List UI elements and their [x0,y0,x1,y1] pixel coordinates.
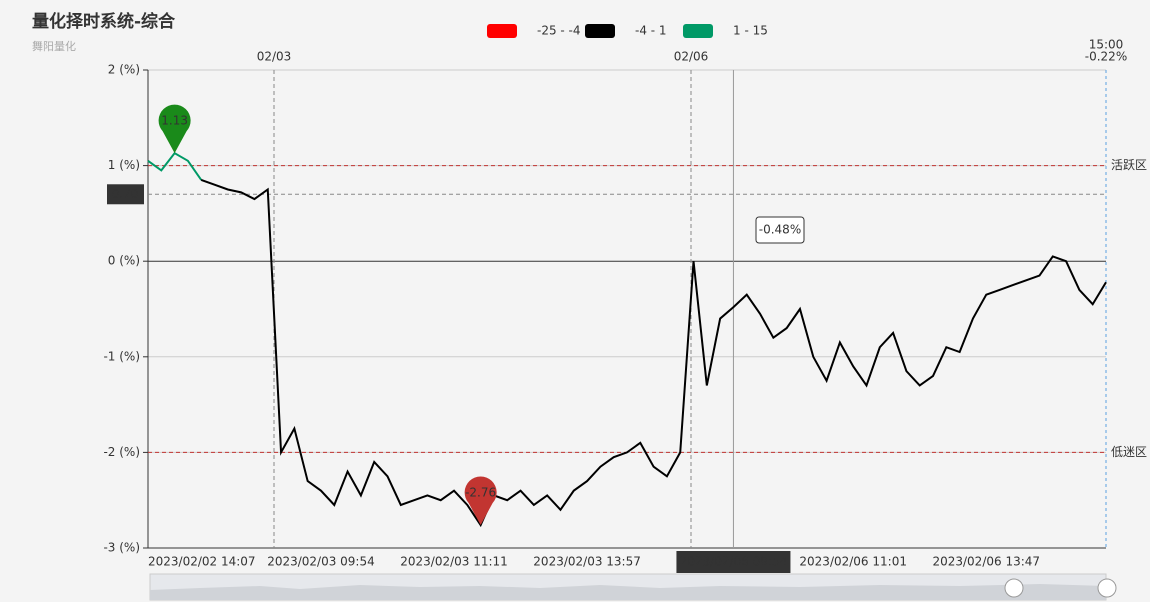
y-tick-label: 1 (%) [108,158,140,172]
legend-swatch [585,24,615,38]
y-tick-label: 0 (%) [108,254,140,268]
zoom-handle[interactable] [1097,578,1117,598]
x-tick-label: 2023/02/03 09:54 [267,555,375,569]
mark-label: 0.70 [112,187,139,201]
end-time: 15:00 [1089,38,1124,52]
mark-label: 活跃区 [1111,158,1147,172]
day-label: 02/06 [674,50,709,64]
line-series [200,178,1107,528]
y-tick-label: -3 (%) [103,541,140,555]
day-label: 02/03 [257,50,292,64]
tooltip-box [755,216,805,244]
end-value: -0.22% [1085,50,1127,64]
chart-title: 量化择时系统-综合 [32,11,176,32]
zoom-handle[interactable] [1004,578,1024,598]
mark-label: 低迷区 [1111,445,1147,459]
legend-swatch [487,24,517,38]
x-tick-label: 2023/02/03 11:11 [400,555,508,569]
y-tick-label: 2 (%) [108,63,140,77]
axis-pointer-box [676,551,791,573]
chart-subtitle: 舞阳量化 [32,39,76,53]
x-tick-label: 2023/02/06 13:47 [932,555,1040,569]
legend-label: -25 - -4 [537,24,581,38]
y-tick-label: -1 (%) [103,349,140,363]
mark-pin [158,104,191,154]
mark-pin [464,476,497,526]
y-tick-label: -2 (%) [103,445,140,459]
mark-pin-label: -2.76 [465,486,496,500]
mark-label-box [107,184,144,205]
mark-pin-label: 1.13 [161,114,188,128]
x-tick-label: 2023/02/02 14:07 [148,555,256,569]
x-tick-label: 2023/02/06 11:01 [799,555,907,569]
zoom-shadow [150,584,1106,600]
tooltip-label: -0.48% [759,223,801,237]
legend-label: 1 - 15 [733,24,768,38]
legend-swatch [683,24,713,38]
line-series [147,151,203,181]
axis-pointer-label: 2023/02/06 09:54 [680,555,788,569]
x-tick-label: 2023/02/03 13:57 [533,555,641,569]
legend-label: -4 - 1 [635,24,667,38]
